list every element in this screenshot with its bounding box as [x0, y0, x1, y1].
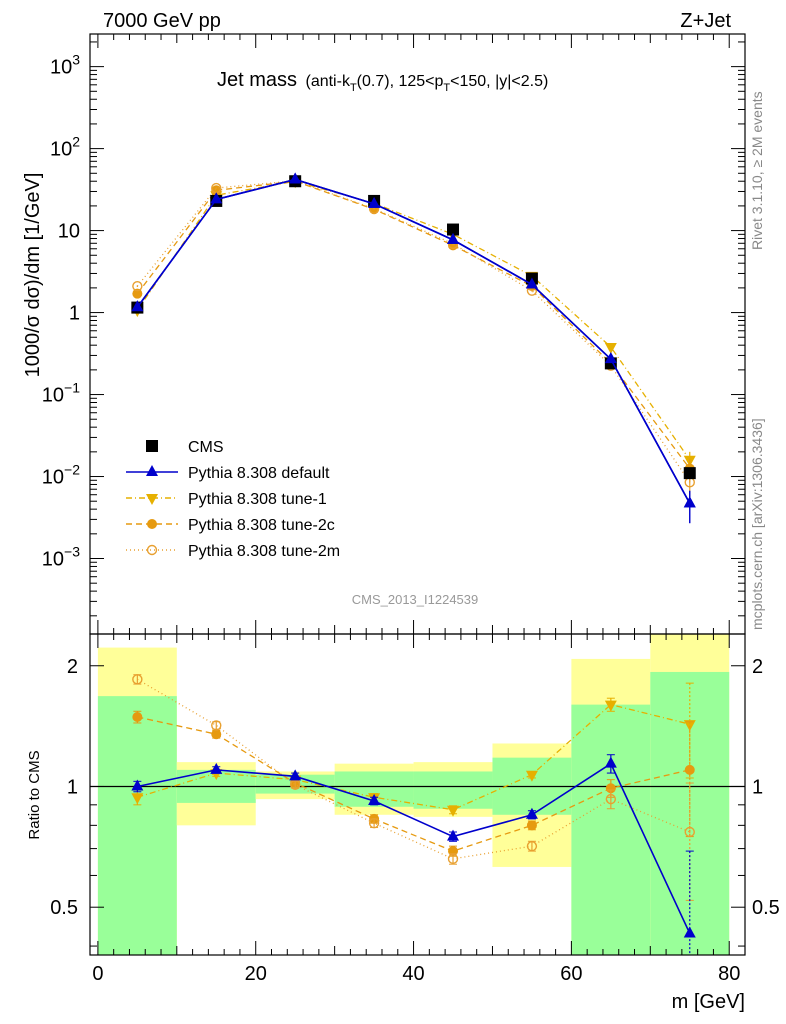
- header-left: 7000 GeV pp: [103, 10, 221, 32]
- legend-label-tune1: Pythia 8.308 tune-1: [188, 491, 327, 508]
- data-point: [525, 277, 538, 289]
- y-tick-label: 10−3: [42, 544, 80, 571]
- legend-marker-cms: [146, 440, 158, 452]
- legend-marker-default: [146, 465, 158, 476]
- x-tick-label: 80: [718, 963, 740, 985]
- ratio-point: [131, 793, 144, 805]
- ratio-point: [683, 926, 696, 938]
- series-line: [136, 178, 691, 504]
- ratio-tick-label-left: 2: [67, 656, 78, 678]
- ratio-point: [526, 820, 537, 831]
- x-tick-label: 20: [245, 963, 267, 985]
- ratio-point: [368, 817, 380, 829]
- rivet-label: Rivet 3.1.10, ≥ 2M events: [749, 91, 765, 250]
- ratio-tick-label-right: 1: [752, 776, 763, 798]
- ratio-series-line: [137, 762, 691, 934]
- ratio-point: [526, 840, 538, 852]
- ratio-point: [447, 853, 459, 865]
- ratio-band-inner: [97, 696, 177, 955]
- header-right: Z+Jet: [680, 10, 731, 32]
- ratio-band-inner: [571, 704, 651, 955]
- ratio-tick-label-right: 0.5: [752, 897, 780, 919]
- series-line: [136, 180, 691, 461]
- ratio-point: [684, 764, 695, 775]
- plot-title: Jet mass (anti-kT(0.7), 125<pT<150, |y|<…: [217, 69, 548, 94]
- data-point: [132, 288, 143, 299]
- data-point: [447, 232, 460, 244]
- legend-marker-tune1: [146, 494, 158, 505]
- y-tick-label: 10−2: [42, 462, 80, 489]
- x-tick-label: 0: [92, 963, 103, 985]
- legend-label-cms: CMS: [188, 439, 224, 456]
- data-point: [131, 300, 144, 312]
- ratio-point: [131, 779, 144, 791]
- ratio-point: [132, 712, 143, 723]
- ratio-point: [604, 756, 617, 768]
- ratio-point: [211, 720, 222, 731]
- data-point: [604, 343, 617, 355]
- data-point: [289, 172, 302, 184]
- data-point: [210, 192, 223, 204]
- ratio-series-line: [137, 678, 691, 860]
- ratio-tick-label-left: 1: [67, 776, 78, 798]
- ratio-point: [605, 783, 616, 794]
- title-sub1: T: [350, 82, 357, 94]
- title-detail-mid: (0.7), 125<p: [357, 73, 444, 90]
- data-point: [683, 496, 696, 508]
- y-axis-label-ratio: Ratio to CMS: [26, 750, 43, 839]
- legend-marker-tune2c: [147, 519, 157, 529]
- ratio-tick-label-left: 0.5: [50, 897, 78, 919]
- legend-marker-tune2m: [146, 544, 158, 556]
- legend-label-tune2c: Pythia 8.308 tune-2c: [188, 517, 335, 534]
- data-point: [604, 352, 617, 364]
- title-main: Jet mass: [217, 69, 297, 91]
- title-detail-end: <150, |y|<2.5): [450, 73, 548, 90]
- y-tick-label: 10: [58, 221, 80, 243]
- legend: CMS Pythia 8.308 default Pythia 8.308 tu…: [126, 439, 340, 560]
- series-line: [136, 180, 691, 469]
- cms-point: [447, 223, 460, 236]
- ratio-point: [525, 770, 538, 782]
- y-tick-label: 103: [50, 52, 80, 79]
- ratio-point: [605, 793, 617, 805]
- y-axis-label-main: 1000/σ dσ)/dm [1/GeV]: [22, 173, 44, 378]
- ratio-point: [684, 826, 695, 838]
- main-plot-data: [131, 172, 696, 524]
- cms-point: [683, 467, 696, 480]
- x-tick-label: 60: [560, 963, 582, 985]
- x-tick-label: 40: [402, 963, 424, 985]
- legend-label-default: Pythia 8.308 default: [188, 465, 330, 482]
- analysis-id: CMS_2013_I1224539: [352, 592, 479, 607]
- mcplots-label: mcplots.cern.ch [arXiv:1306.3436]: [749, 418, 765, 630]
- title-detail: (anti-k: [305, 73, 350, 90]
- ratio-plot-data: [90, 674, 745, 956]
- ratio-point: [210, 762, 223, 774]
- x-axis-label: m [GeV]: [672, 991, 745, 1013]
- ratio-point: [604, 700, 617, 712]
- ratio-point: [447, 829, 460, 841]
- ratio-point: [447, 805, 460, 817]
- legend-label-tune2m: Pythia 8.308 tune-2m: [188, 543, 340, 560]
- y-tick-label: 102: [50, 134, 80, 161]
- ratio-point: [683, 720, 696, 732]
- ratio-uncertainty-bands: [97, 634, 730, 955]
- y-tick-label: 1: [69, 303, 80, 325]
- series-line: [136, 180, 691, 483]
- ratio-series-line: [137, 703, 690, 811]
- data-point: [132, 280, 143, 292]
- ratio-frame: [89, 633, 746, 956]
- data-point: [368, 196, 381, 208]
- ratio-point: [525, 807, 538, 819]
- ratio-point: [368, 794, 381, 806]
- title-sub2: T: [443, 82, 450, 94]
- ratio-series-line: [137, 716, 690, 852]
- ratio-point: [289, 769, 302, 781]
- ratio-point: [132, 674, 143, 685]
- ratio-tick-label-right: 2: [752, 656, 763, 678]
- y-tick-label: 10−1: [42, 380, 80, 407]
- ratio-band-inner: [413, 771, 493, 809]
- ratio-point: [211, 729, 222, 740]
